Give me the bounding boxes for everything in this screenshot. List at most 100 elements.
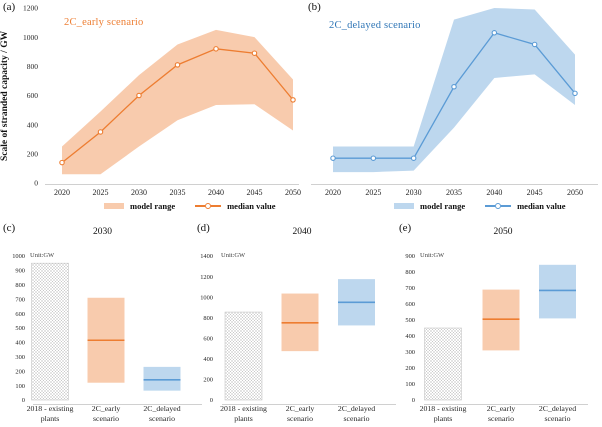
x-tick-label: 2025 <box>365 188 381 197</box>
median-marker <box>531 41 538 48</box>
median-marker <box>410 155 417 161</box>
y-tick-label: 1400 <box>200 253 213 260</box>
y-tick-label: 900 <box>15 268 25 275</box>
category-label: 2C_early <box>92 404 121 413</box>
x-tick-label: 2025 <box>93 188 109 197</box>
y-tick-label: 400 <box>27 120 39 129</box>
median-line-icon <box>485 203 512 209</box>
legend-delayed: model range median value <box>394 200 566 212</box>
panel-b-title: 2C_delayed scenario <box>329 20 421 31</box>
category-label: 2018 - existing <box>420 404 467 413</box>
category-label: scenario <box>488 414 514 423</box>
panel-d-letter: (d) <box>197 222 210 234</box>
delayed-scenario-area-chart: 2020 2025 2030 2035 2040 2045 2050 <box>311 8 598 197</box>
x-tick-label: 2020 <box>325 188 341 197</box>
median-marker <box>174 62 181 68</box>
range-chart-2030: 0 100 200 300 400 500 600 700 800 900 1000 2018 - e… <box>12 253 202 423</box>
early-scenario-area-chart: 0 200 400 600 800 1000 1200 2020 2025 2030 2035 204… <box>23 4 301 197</box>
category-label: 2C_early <box>286 404 315 413</box>
existing-plants-bar <box>31 262 69 401</box>
y-tick-label: 600 <box>27 91 39 100</box>
median-line-icon <box>195 203 222 209</box>
category-label: 2C_delayed <box>143 404 180 413</box>
y-tick-label: 1000 <box>12 253 25 260</box>
median-marker <box>251 50 258 56</box>
x-tick-label: 2020 <box>54 188 70 197</box>
delayed-scenario-range-bar <box>143 366 181 391</box>
category-label: scenario <box>287 414 313 423</box>
y-tick-label: 300 <box>405 349 415 356</box>
y-tick-label: 200 <box>15 368 25 375</box>
model-range-label: model range <box>420 201 466 211</box>
panel-e-letter: (e) <box>399 222 412 234</box>
range-chart-2050: 0 100 200 300 400 500 600 700 800 900 2018 - exist… <box>405 253 588 423</box>
y-tick-label: 600 <box>15 311 25 318</box>
y-tick-label: 400 <box>15 340 25 347</box>
y-tick-label: 500 <box>15 325 25 332</box>
median-marker <box>451 84 457 90</box>
median-marker <box>290 97 296 103</box>
median-marker <box>330 155 336 161</box>
x-tick-label: 2030 <box>131 188 147 197</box>
category-label: plants <box>434 414 453 423</box>
category-label: 2018 - existing <box>27 404 74 413</box>
y-tick-label: 800 <box>405 269 415 276</box>
range-chart-2040: 0 200 400 600 800 1000 1200 1400 2018 - existing… <box>200 253 396 423</box>
panel-e-unit: Unit:GW <box>420 252 445 259</box>
x-tick-label: 2035 <box>446 188 462 197</box>
category-label: 2C_delayed <box>539 404 576 413</box>
y-tick-label: 400 <box>203 356 213 363</box>
model-range-label: model range <box>130 201 176 211</box>
y-tick-label: 800 <box>203 315 213 322</box>
category-label: scenario <box>545 414 571 423</box>
category-label: scenario <box>93 414 119 423</box>
median-marker <box>370 155 377 161</box>
x-tick-label: 2045 <box>527 188 543 197</box>
panel-a-letter: (a) <box>3 1 16 13</box>
median-marker <box>491 30 498 36</box>
panel-c-letter: (c) <box>3 222 16 234</box>
category-label: 2C_delayed <box>338 404 375 413</box>
category-label: plants <box>41 414 60 423</box>
panel-d-title: 2040 <box>292 227 312 237</box>
y-tick-label: 1200 <box>23 4 38 13</box>
x-tick-label: 2045 <box>247 188 263 197</box>
y-tick-label: 400 <box>405 333 415 340</box>
panel-a-title: 2C_early scenario <box>64 17 144 28</box>
x-tick-label: 2050 <box>567 188 583 197</box>
y-tick-label: 600 <box>405 301 415 308</box>
y-tick-label: 100 <box>405 381 415 388</box>
y-tick-label: 800 <box>15 282 25 289</box>
x-tick-label: 2040 <box>486 188 502 197</box>
y-tick-label: 200 <box>405 365 415 372</box>
category-label: 2C_early <box>487 404 516 413</box>
model-range-band <box>333 8 575 173</box>
category-label: 2018 - existing <box>220 404 267 413</box>
y-tick-label: 100 <box>15 383 25 390</box>
y-tick-label: 500 <box>405 317 415 324</box>
existing-plants-bar <box>224 311 263 401</box>
category-label: plants <box>234 414 253 423</box>
y-tick-label: 1000 <box>200 294 213 301</box>
y-tick-label: 0 <box>22 397 25 404</box>
y-tick-label: 0 <box>210 397 213 404</box>
y-tick-label: 0 <box>412 397 415 404</box>
y-tick-label: 0 <box>34 179 38 188</box>
x-tick-label: 2035 <box>170 188 186 197</box>
y-tick-label: 200 <box>203 377 213 384</box>
x-tick-label: 2050 <box>285 188 301 197</box>
model-range-band <box>62 29 293 175</box>
median-marker <box>136 92 142 99</box>
y-tick-label: 300 <box>15 354 25 361</box>
median-marker <box>59 159 65 166</box>
y-tick-label: 1200 <box>200 274 213 281</box>
legend-early: model range median value <box>104 200 276 212</box>
y-tick-label: 700 <box>405 285 415 292</box>
model-range-swatch <box>394 203 414 209</box>
existing-plants-bar <box>424 327 462 401</box>
y-tick-label: 600 <box>203 335 213 342</box>
panel-b-letter: (b) <box>308 1 321 13</box>
median-value-label: median value <box>517 201 566 211</box>
category-label: scenario <box>149 414 175 423</box>
